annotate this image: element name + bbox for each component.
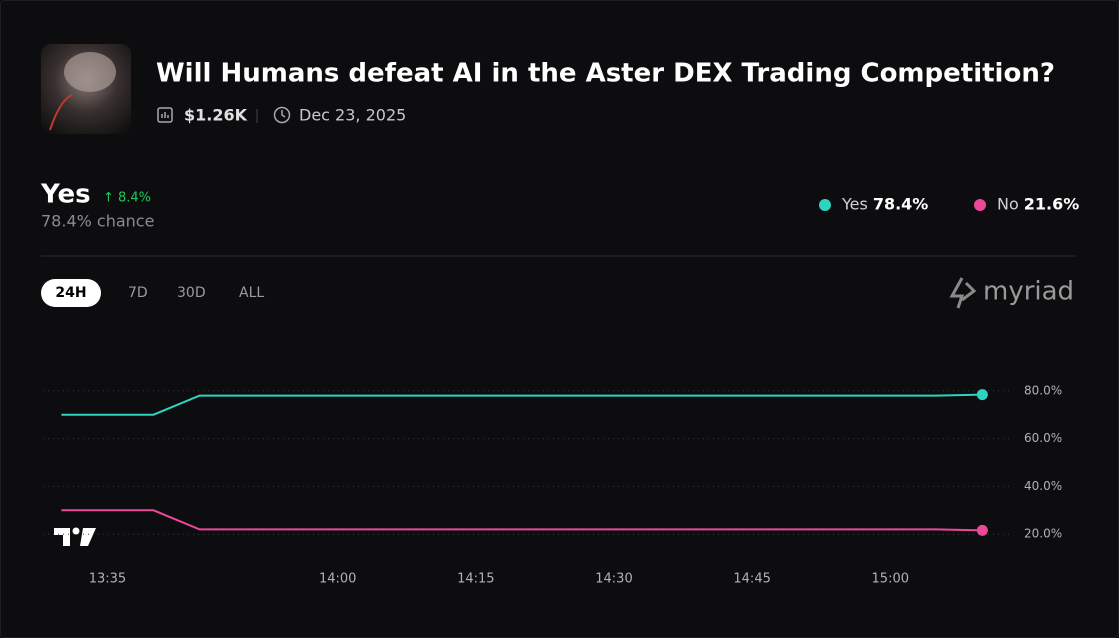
legend-name: Yes	[841, 195, 868, 214]
end-point	[976, 389, 988, 401]
time-range-tab[interactable]: 7D	[128, 285, 148, 301]
time-range-tab[interactable]: ALL	[239, 285, 264, 301]
change: 8.4%	[118, 191, 151, 206]
clock-icon	[273, 106, 291, 124]
legend-name: No	[997, 195, 1019, 214]
x-tick-label: 14:30	[595, 572, 632, 587]
brand-name: myriad	[983, 277, 1074, 307]
tab-label[interactable]: 30D	[177, 285, 206, 301]
legend-value: 21.6%	[1024, 195, 1080, 214]
end-date: Dec 23, 2025	[299, 106, 406, 125]
thumbnail-brain	[64, 52, 116, 92]
volume-icon	[157, 107, 173, 123]
x-tick-label: 13:35	[89, 572, 126, 587]
tab-label[interactable]: ALL	[239, 285, 264, 301]
change-arrow: ↑	[103, 191, 114, 206]
brand-logo	[949, 277, 977, 309]
y-tick-label: 80.0%	[1024, 383, 1062, 397]
legend-dot	[819, 199, 831, 211]
series-line	[61, 509, 983, 532]
time-range-tab[interactable]: 24H	[41, 279, 101, 307]
series-line	[61, 393, 983, 416]
x-tick-label: 14:45	[733, 572, 770, 587]
tab-pill[interactable]	[41, 279, 101, 307]
tab-label[interactable]: 24H	[55, 285, 86, 301]
market-title: Will Humans defeat AI in the Aster DEX T…	[156, 59, 1055, 89]
y-tick-label: 20.0%	[1024, 527, 1062, 541]
x-tick-label: 14:15	[457, 572, 494, 587]
legend-dot	[974, 199, 986, 211]
end-point	[976, 524, 988, 536]
time-range-tab[interactable]: 30D	[177, 285, 206, 301]
y-tick-label: 40.0%	[1024, 479, 1062, 493]
volume: $1.26K	[184, 106, 248, 125]
tradingview-logo	[54, 527, 96, 546]
y-tick-label: 60.0%	[1024, 431, 1062, 445]
thumbnail-wire	[49, 94, 73, 131]
leading-outcome: Yes	[40, 180, 91, 210]
x-tick-label: 15:00	[872, 572, 909, 587]
tab-label[interactable]: 7D	[128, 285, 148, 301]
chance: 78.4% chance	[41, 212, 154, 231]
x-tick-label: 14:00	[319, 572, 356, 587]
legend-value: 78.4%	[873, 195, 929, 214]
